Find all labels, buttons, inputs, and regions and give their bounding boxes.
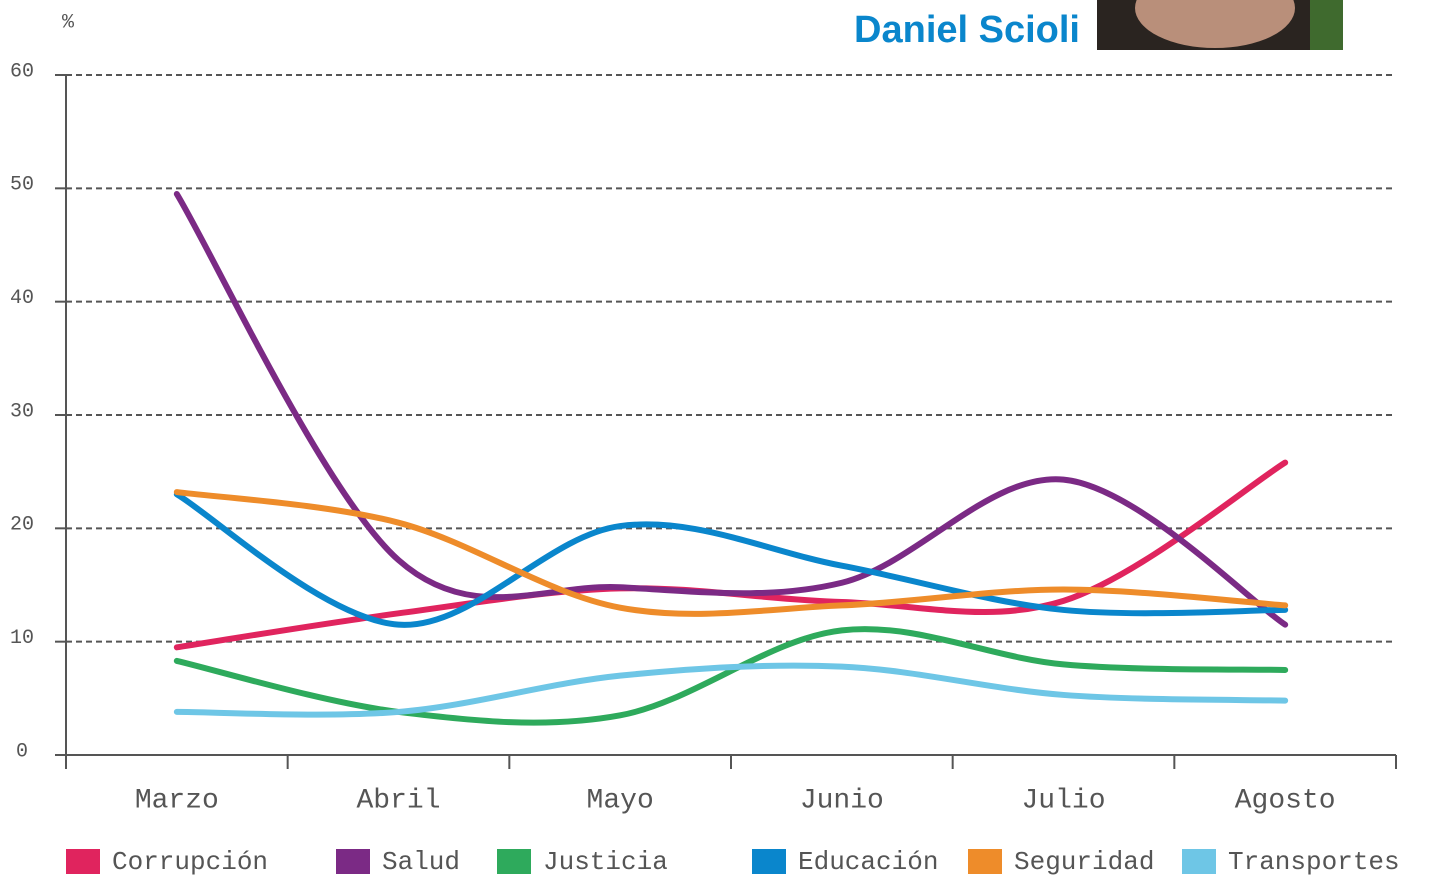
x-tick-label: Agosto bbox=[1235, 785, 1336, 816]
y-axis-label: % bbox=[62, 11, 75, 34]
y-tick-label: 0 bbox=[16, 740, 28, 763]
x-tick-label: Julio bbox=[1021, 785, 1105, 816]
legend-swatch bbox=[1182, 849, 1216, 874]
legend-swatch bbox=[968, 849, 1002, 874]
series-line bbox=[173, 491, 1289, 628]
series-line bbox=[173, 662, 1289, 718]
y-tick-label: 30 bbox=[10, 400, 34, 423]
legend-swatch bbox=[752, 849, 786, 874]
series-line bbox=[173, 489, 1289, 617]
legend-swatch bbox=[336, 849, 370, 874]
y-tick-label: 10 bbox=[10, 627, 34, 650]
photo-bg bbox=[1310, 0, 1343, 50]
legend-label: Salud bbox=[382, 847, 460, 875]
chart-title: Daniel Scioli bbox=[854, 9, 1080, 51]
x-tick-label: Abril bbox=[356, 785, 440, 816]
series-line bbox=[173, 191, 1289, 628]
legend-label: Educación bbox=[798, 847, 938, 875]
legend-label: Justicia bbox=[543, 847, 668, 875]
x-tick-label: Marzo bbox=[135, 785, 219, 816]
x-tick-label: Junio bbox=[800, 785, 884, 816]
y-tick-label: 40 bbox=[10, 287, 34, 310]
legend-swatch bbox=[497, 849, 531, 874]
y-tick-label: 20 bbox=[10, 514, 34, 537]
x-tick-label: Mayo bbox=[587, 785, 654, 816]
legend-label: Seguridad bbox=[1014, 847, 1154, 875]
legend-swatch bbox=[66, 849, 100, 874]
y-tick-label: 60 bbox=[10, 60, 34, 83]
legend-label: Transportes bbox=[1228, 847, 1400, 875]
photo-face bbox=[1135, 0, 1295, 48]
y-tick-label: 50 bbox=[10, 174, 34, 197]
legend-label: Corrupción bbox=[112, 847, 268, 875]
series-line bbox=[173, 626, 1289, 726]
